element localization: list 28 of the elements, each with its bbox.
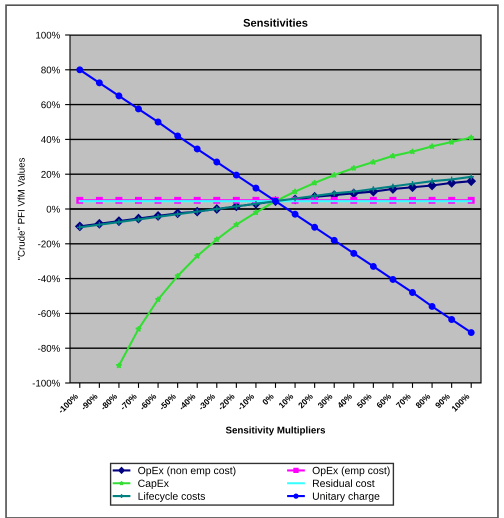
chart-title: Sensitivities (243, 18, 308, 27)
legend-label: Residual cost (312, 479, 375, 487)
y-tick-label: 0% (46, 206, 60, 213)
y-tick-label: 60% (41, 101, 60, 108)
y-tick-label: -20% (38, 240, 60, 248)
y-tick-label: 100% (36, 32, 60, 39)
legend-label: Lifecycle costs (138, 492, 206, 502)
y-tick-label: -60% (38, 310, 60, 318)
legend-label: OpEx (non emp cost) (138, 466, 236, 476)
x-tick-label: 60% (376, 393, 392, 409)
x-tick-label: 0% (262, 393, 274, 406)
x-tick-label: 70% (396, 393, 412, 409)
x-tick-label: 80% (415, 393, 431, 409)
x-axis-title: Sensitivity Multipliers (226, 426, 326, 436)
y-tick-label: -100% (32, 380, 60, 387)
x-tick-label: 50% (356, 393, 372, 409)
y-tick-label: -40% (38, 275, 60, 282)
y-tick-label: -80% (38, 344, 60, 352)
y-tick-label: 80% (41, 66, 60, 74)
legend-label: Unitary charge (312, 492, 380, 502)
x-tick-label: 90% (434, 393, 450, 409)
y-axis-title: "Crude" PFI VfM Values (18, 158, 25, 260)
y-tick-label: 40% (41, 136, 60, 144)
x-tick-label: 30% (317, 393, 333, 409)
y-tick-label: 20% (41, 170, 60, 178)
legend-label: CapEx (138, 480, 169, 490)
legend-label: OpEx (emp cost) (312, 466, 390, 476)
x-tick-label: 40% (336, 393, 352, 409)
